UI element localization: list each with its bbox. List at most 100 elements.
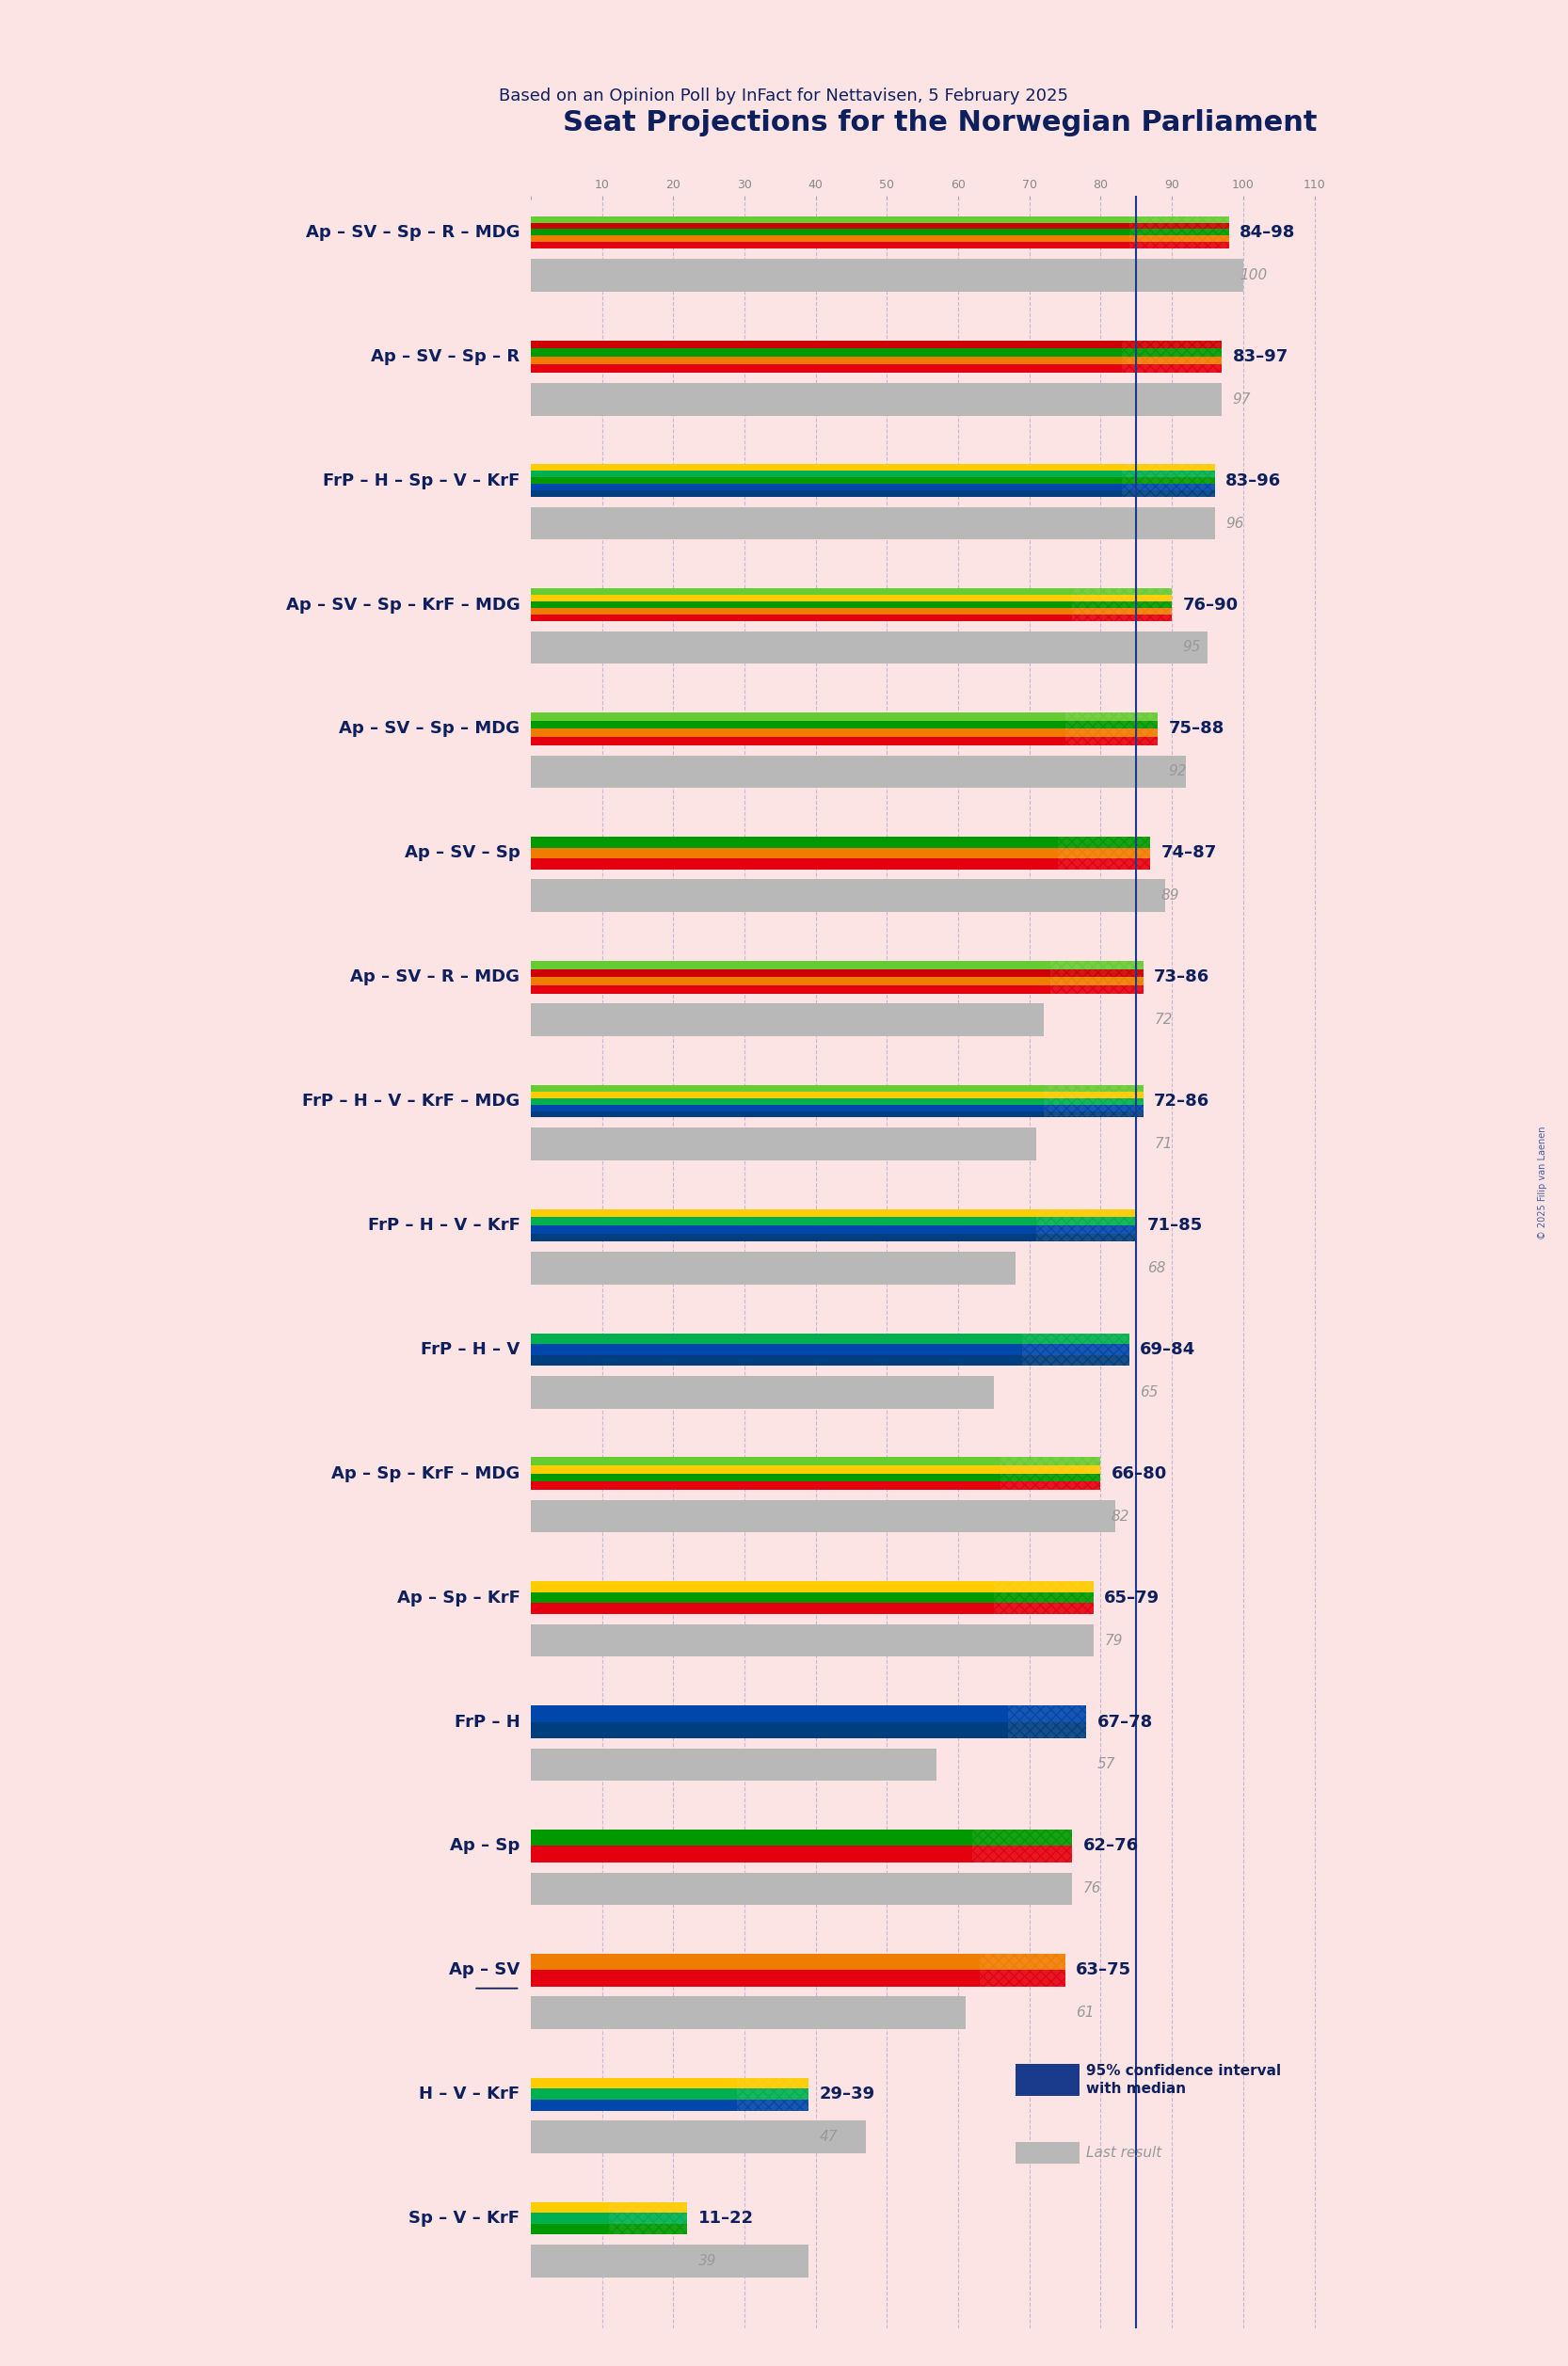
Bar — [530, 1098, 1044, 1105]
Bar — [1000, 1465, 1101, 1474]
Bar — [530, 977, 1051, 984]
Bar — [530, 1086, 1044, 1091]
Bar — [1044, 1112, 1143, 1117]
Bar — [530, 729, 1065, 738]
Text: Ap – Sp – KrF – MDG: Ap – Sp – KrF – MDG — [331, 1465, 521, 1481]
Bar — [530, 712, 1065, 722]
Bar — [1123, 348, 1221, 357]
Bar — [530, 1209, 1036, 1216]
Bar — [530, 1997, 966, 2030]
Bar — [1123, 485, 1215, 490]
Bar — [530, 1845, 972, 1862]
Bar — [1051, 984, 1143, 994]
Bar — [530, 2089, 737, 2099]
Bar — [1065, 712, 1157, 722]
Bar — [530, 1252, 1014, 1285]
Bar — [1123, 464, 1215, 471]
Text: 71: 71 — [1154, 1138, 1173, 1150]
Text: 73–86: 73–86 — [1154, 968, 1210, 987]
Bar — [530, 1457, 1000, 1465]
Bar — [530, 357, 1123, 364]
Bar — [530, 1091, 1044, 1098]
Bar — [1014, 2063, 1079, 2096]
Bar — [530, 1872, 1073, 1905]
Bar — [608, 2224, 687, 2234]
Bar — [530, 485, 1123, 490]
Text: 72–86: 72–86 — [1154, 1093, 1210, 1110]
Text: 66–80: 66–80 — [1112, 1465, 1167, 1481]
Bar — [1129, 241, 1229, 248]
Bar — [530, 1377, 994, 1408]
Bar — [1123, 364, 1221, 374]
Text: Sp – V – KrF: Sp – V – KrF — [409, 2210, 521, 2226]
Text: FrP – H – V: FrP – H – V — [420, 1342, 521, 1358]
Text: 65–79: 65–79 — [1104, 1590, 1160, 1607]
Bar — [530, 722, 1065, 729]
Bar — [530, 608, 1073, 615]
Bar — [530, 2099, 737, 2110]
Bar — [1008, 1722, 1087, 1739]
Text: 97: 97 — [1232, 393, 1251, 407]
Bar — [530, 738, 1065, 745]
Bar — [1022, 1356, 1129, 1365]
Bar — [530, 1623, 1093, 1656]
Text: FrP – H – V – KrF: FrP – H – V – KrF — [367, 1216, 521, 1233]
Bar — [1036, 1216, 1137, 1226]
Bar — [1073, 594, 1171, 601]
Text: FrP – H – V – KrF – MDG: FrP – H – V – KrF – MDG — [303, 1093, 521, 1110]
Text: 57: 57 — [1098, 1758, 1115, 1772]
Bar — [1044, 1105, 1143, 1112]
Bar — [530, 970, 1051, 977]
Text: 65: 65 — [1140, 1384, 1159, 1398]
Text: FrP – H – Sp – V – KrF: FrP – H – Sp – V – KrF — [323, 473, 521, 490]
Bar — [530, 478, 1123, 485]
Bar — [530, 341, 1123, 348]
Bar — [530, 601, 1073, 608]
Bar — [530, 1500, 1115, 1533]
Text: 96: 96 — [1225, 516, 1243, 530]
Text: 68: 68 — [1146, 1261, 1165, 1275]
Bar — [1051, 961, 1143, 970]
Bar — [530, 1356, 1022, 1365]
Bar — [737, 2077, 809, 2089]
Bar — [530, 755, 1185, 788]
Bar — [530, 984, 1051, 994]
Text: Ap – SV – Sp – R – MDG: Ap – SV – Sp – R – MDG — [306, 225, 521, 241]
Bar — [530, 506, 1215, 539]
Bar — [1058, 859, 1151, 868]
Text: 47: 47 — [818, 2129, 837, 2144]
Bar — [530, 1344, 1022, 1356]
Bar — [530, 241, 1129, 248]
Text: 11–22: 11–22 — [698, 2210, 754, 2226]
Bar — [1008, 1706, 1087, 1722]
Bar — [530, 2224, 608, 2234]
Bar — [1058, 847, 1151, 859]
Text: Ap – SV – R – MDG: Ap – SV – R – MDG — [351, 968, 521, 987]
Bar — [530, 1465, 1000, 1474]
Bar — [530, 632, 1207, 665]
Bar — [1058, 838, 1151, 847]
Bar — [530, 1474, 1000, 1481]
Bar — [1129, 215, 1229, 222]
Bar — [1051, 970, 1143, 977]
Text: 71–85: 71–85 — [1146, 1216, 1203, 1233]
Bar — [1044, 1091, 1143, 1098]
Text: 29–39: 29–39 — [818, 2087, 875, 2103]
Text: 83–96: 83–96 — [1225, 473, 1281, 490]
Bar — [1123, 471, 1215, 478]
Text: 63–75: 63–75 — [1076, 1961, 1132, 1978]
Bar — [1044, 1086, 1143, 1091]
Bar — [994, 1592, 1093, 1604]
Bar — [530, 1748, 936, 1782]
Bar — [530, 1003, 1044, 1036]
Bar — [530, 1105, 1044, 1112]
Text: 62–76: 62–76 — [1083, 1838, 1138, 1855]
Text: 95: 95 — [1182, 641, 1201, 655]
Bar — [530, 2120, 866, 2153]
Bar — [1051, 977, 1143, 984]
Bar — [980, 1971, 1065, 1987]
Bar — [1014, 2141, 1079, 2163]
Text: 89: 89 — [1162, 890, 1179, 904]
Title: Seat Projections for the Norwegian Parliament: Seat Projections for the Norwegian Parli… — [563, 109, 1317, 137]
Text: Ap – SV – Sp – KrF – MDG: Ap – SV – Sp – KrF – MDG — [285, 596, 521, 613]
